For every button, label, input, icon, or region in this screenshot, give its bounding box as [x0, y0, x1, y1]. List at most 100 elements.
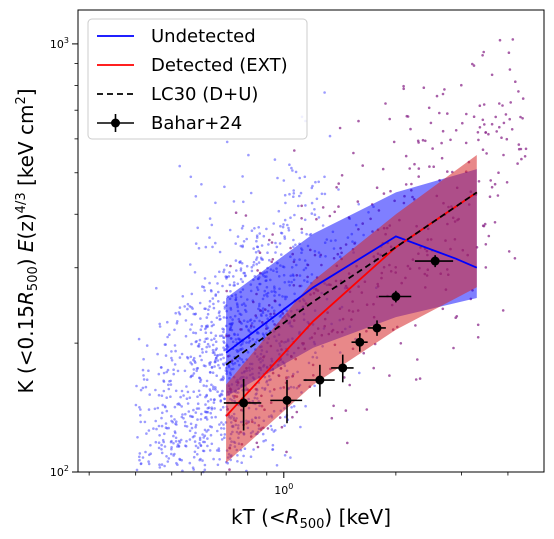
scatter-point	[174, 422, 177, 426]
scatter-point	[218, 458, 221, 461]
scatter-point	[215, 374, 218, 378]
scatter-point	[460, 83, 463, 87]
scatter-point	[190, 292, 194, 296]
scatter-point	[172, 368, 175, 372]
scatter-point	[485, 152, 488, 155]
scatter-point	[143, 420, 147, 424]
scatter-point	[417, 141, 420, 144]
scatter-point	[198, 338, 202, 342]
scatter-point	[158, 322, 161, 326]
scatter-point	[199, 457, 202, 461]
scatter-point	[496, 194, 500, 197]
scatter-point	[481, 54, 484, 57]
scatter-point	[222, 270, 225, 274]
scatter-point	[210, 223, 214, 227]
scatter-point	[205, 316, 209, 319]
scatter-point	[192, 390, 195, 394]
scatter-point	[313, 208, 316, 211]
scatter-point	[406, 115, 410, 118]
scatter-point	[519, 147, 523, 151]
scatter-point	[212, 401, 216, 404]
scatter-point	[346, 441, 349, 445]
scatter-point	[337, 188, 340, 191]
scatter-point	[465, 112, 468, 116]
legend-swatch-marker-bahar-24	[111, 118, 120, 128]
scatter-point	[198, 376, 201, 380]
scatter-point	[250, 269, 254, 273]
scatter-point	[189, 355, 193, 359]
scatter-point	[297, 204, 300, 208]
scatter-point	[174, 440, 178, 443]
scatter-point	[441, 307, 445, 311]
scatter-point	[429, 121, 433, 125]
scatter-point	[222, 423, 225, 426]
scatter-point	[158, 466, 162, 469]
scatter-point	[176, 463, 179, 467]
scatter-point	[211, 343, 215, 347]
scatter-point	[218, 334, 222, 338]
scatter-point	[217, 311, 221, 315]
scatter-point	[213, 365, 216, 368]
scatter-point	[205, 410, 208, 414]
legend-box	[87, 18, 308, 140]
scatter-point	[189, 422, 193, 426]
scatter-point	[211, 348, 215, 352]
scatter-point	[190, 342, 193, 346]
scatter-point	[164, 354, 168, 357]
scatter-point	[381, 167, 385, 171]
scatter-point	[292, 189, 296, 192]
scatter-point	[517, 90, 520, 93]
scatter-point	[196, 226, 199, 230]
scatter-point	[404, 183, 408, 186]
scatter-point	[321, 224, 325, 227]
scatter-point	[196, 344, 200, 348]
scatter-point	[160, 394, 164, 398]
scatter-point	[234, 259, 238, 262]
scatter-point	[210, 407, 214, 411]
scatter-point	[139, 388, 143, 392]
scatter-point	[240, 461, 243, 465]
scatter-point	[195, 369, 198, 373]
scatter-point	[286, 223, 289, 227]
scatter-point	[484, 266, 488, 269]
scatter-point	[212, 457, 215, 461]
scatter-point	[280, 425, 284, 429]
bahar24-point	[391, 292, 401, 302]
scatter-point	[154, 419, 157, 423]
scatter-point	[255, 256, 259, 259]
scatter-point	[220, 334, 224, 338]
scatter-point	[222, 330, 225, 334]
scatter-point	[147, 369, 150, 373]
scatter-point	[227, 275, 231, 278]
scatter-point	[279, 231, 283, 235]
scatter-point	[452, 346, 455, 350]
scatter-point	[208, 449, 212, 452]
scatter-point	[294, 170, 298, 174]
scatter-point	[356, 200, 360, 203]
scatter-point	[270, 428, 274, 431]
scatter-point	[252, 448, 255, 451]
scatter-point	[222, 268, 226, 272]
scatter-point	[181, 413, 184, 416]
scatter-point	[402, 87, 406, 91]
scatter-point	[134, 403, 138, 407]
scatter-point	[283, 193, 287, 197]
scatter-point	[523, 155, 527, 158]
scatter-point	[234, 211, 238, 214]
scatter-point	[255, 239, 258, 243]
scatter-point	[505, 181, 509, 184]
scatter-point	[243, 274, 247, 278]
scatter-point	[421, 138, 425, 142]
scatter-point	[295, 410, 299, 414]
scatter-point	[220, 438, 224, 441]
scatter-point	[348, 383, 352, 387]
scatter-point	[220, 427, 223, 430]
scatter-point	[174, 436, 178, 440]
scatter-point	[454, 316, 458, 320]
scatter-point	[172, 441, 175, 445]
scatter-point	[161, 411, 164, 415]
scatter-point	[201, 351, 204, 354]
scatter-point	[446, 170, 449, 173]
scatter-point	[513, 257, 517, 260]
scatter-point	[182, 394, 185, 397]
